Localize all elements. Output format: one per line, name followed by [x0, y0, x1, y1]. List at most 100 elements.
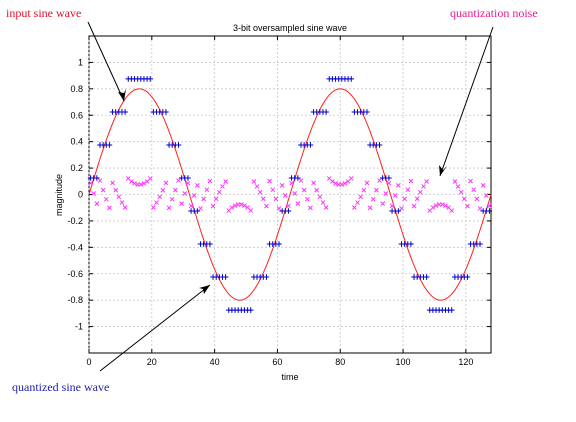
- noise-point: [119, 200, 125, 205]
- noise-point: [392, 193, 398, 198]
- noise-point: [242, 203, 247, 208]
- noise-point: [248, 208, 254, 213]
- noise-point: [402, 196, 407, 202]
- noise-point: [147, 176, 153, 181]
- noise-point: [461, 196, 467, 202]
- quantized-point: [163, 109, 169, 115]
- noise-point: [188, 203, 194, 209]
- noise-point: [433, 203, 439, 208]
- noise-point: [289, 180, 294, 186]
- y-tick-label: 0.4: [70, 137, 83, 147]
- noise-point: [279, 182, 285, 188]
- y-tick-label: 0.2: [70, 163, 83, 173]
- noise-point: [377, 178, 382, 183]
- noise-point: [458, 189, 464, 195]
- noise-point: [194, 182, 200, 188]
- noise-point: [471, 187, 477, 193]
- quantized-sine-arrowhead: [199, 285, 210, 294]
- x-tick-label: 100: [396, 357, 411, 367]
- noise-point: [421, 184, 426, 189]
- noise-point: [163, 180, 169, 186]
- noise-point: [94, 201, 100, 207]
- noise-point: [173, 187, 178, 193]
- x-tick-label: 40: [210, 357, 220, 367]
- noise-point: [91, 191, 97, 196]
- noise-point: [395, 182, 401, 188]
- noise-point: [477, 206, 483, 211]
- x-tick-label: 80: [335, 357, 345, 367]
- noise-point: [443, 203, 448, 208]
- noise-point: [367, 205, 373, 211]
- noise-point: [182, 191, 188, 196]
- noise-point: [295, 201, 301, 207]
- noise-point: [267, 178, 272, 184]
- quantization-noise-annotation: quantization noise: [450, 6, 538, 20]
- y-axis: 1 0.8 0.6 0.4 0.2 0 -0.2 -0.4 -0.6 -0.8 -1: [67, 57, 491, 332]
- noise-point: [260, 196, 266, 202]
- noise-point: [314, 187, 320, 193]
- noise-point: [220, 184, 225, 189]
- noise-point: [213, 196, 219, 202]
- noise-point: [439, 202, 445, 207]
- quantized-point: [285, 208, 292, 214]
- input-sine-arrowhead: [118, 89, 126, 101]
- noise-point: [257, 189, 263, 195]
- noise-point: [282, 193, 288, 198]
- quantized-point: [477, 241, 483, 247]
- noise-point: [151, 205, 156, 210]
- noise-point: [311, 180, 316, 186]
- y-tick-label: 0.6: [70, 110, 83, 120]
- noise-point: [229, 205, 235, 210]
- noise-point: [191, 193, 197, 198]
- quantization-noise-arrowhead: [439, 165, 447, 176]
- y-tick-label: -0.2: [67, 216, 83, 226]
- x-tick-label: 60: [272, 357, 282, 367]
- noise-point: [97, 178, 103, 183]
- noise-point: [348, 176, 354, 181]
- noise-point: [276, 206, 282, 211]
- y-axis-label: magnitude: [54, 174, 64, 216]
- quantized-point: [175, 142, 182, 148]
- noise-point: [301, 187, 307, 193]
- noise-point: [380, 201, 386, 207]
- x-tick-label: 20: [147, 357, 157, 367]
- quantized-point: [464, 274, 471, 280]
- noise-point: [286, 203, 291, 209]
- noise-point: [364, 180, 370, 186]
- quantized-point: [307, 142, 314, 148]
- quantized-point: [395, 208, 402, 214]
- noise-point: [273, 196, 279, 202]
- noise-point: [399, 206, 404, 211]
- chart-title: 3-bit oversampled sine wave: [233, 23, 347, 33]
- noise-point: [204, 187, 210, 193]
- quantized-point: [94, 175, 100, 181]
- quantized-point: [408, 241, 414, 247]
- quantized-point: [222, 274, 229, 280]
- noise-point: [455, 184, 461, 189]
- noise-point: [198, 206, 203, 211]
- noise-point: [370, 196, 376, 202]
- y-tick-label: -0.4: [67, 242, 83, 252]
- x-tick-label: 0: [86, 357, 91, 367]
- noise-point: [251, 179, 257, 184]
- quantized-point: [323, 109, 329, 115]
- quantized-point: [207, 241, 213, 247]
- noise-point: [374, 187, 379, 193]
- noise-point: [238, 202, 244, 207]
- quantized-point: [364, 109, 370, 115]
- y-tick-label: -0.6: [67, 269, 83, 279]
- noise-point: [474, 196, 480, 202]
- x-tick-label: 120: [458, 357, 473, 367]
- quantized-point: [448, 307, 455, 313]
- noise-point: [216, 189, 222, 195]
- noise-point: [176, 178, 181, 183]
- noise-point: [100, 187, 106, 193]
- noise-point: [264, 203, 269, 209]
- quantized-point: [276, 241, 282, 247]
- quantized-point: [194, 208, 201, 214]
- noise-point: [185, 180, 191, 186]
- sine-curve: [88, 88, 492, 301]
- noise-point: [254, 184, 260, 189]
- noise-point: [342, 181, 348, 186]
